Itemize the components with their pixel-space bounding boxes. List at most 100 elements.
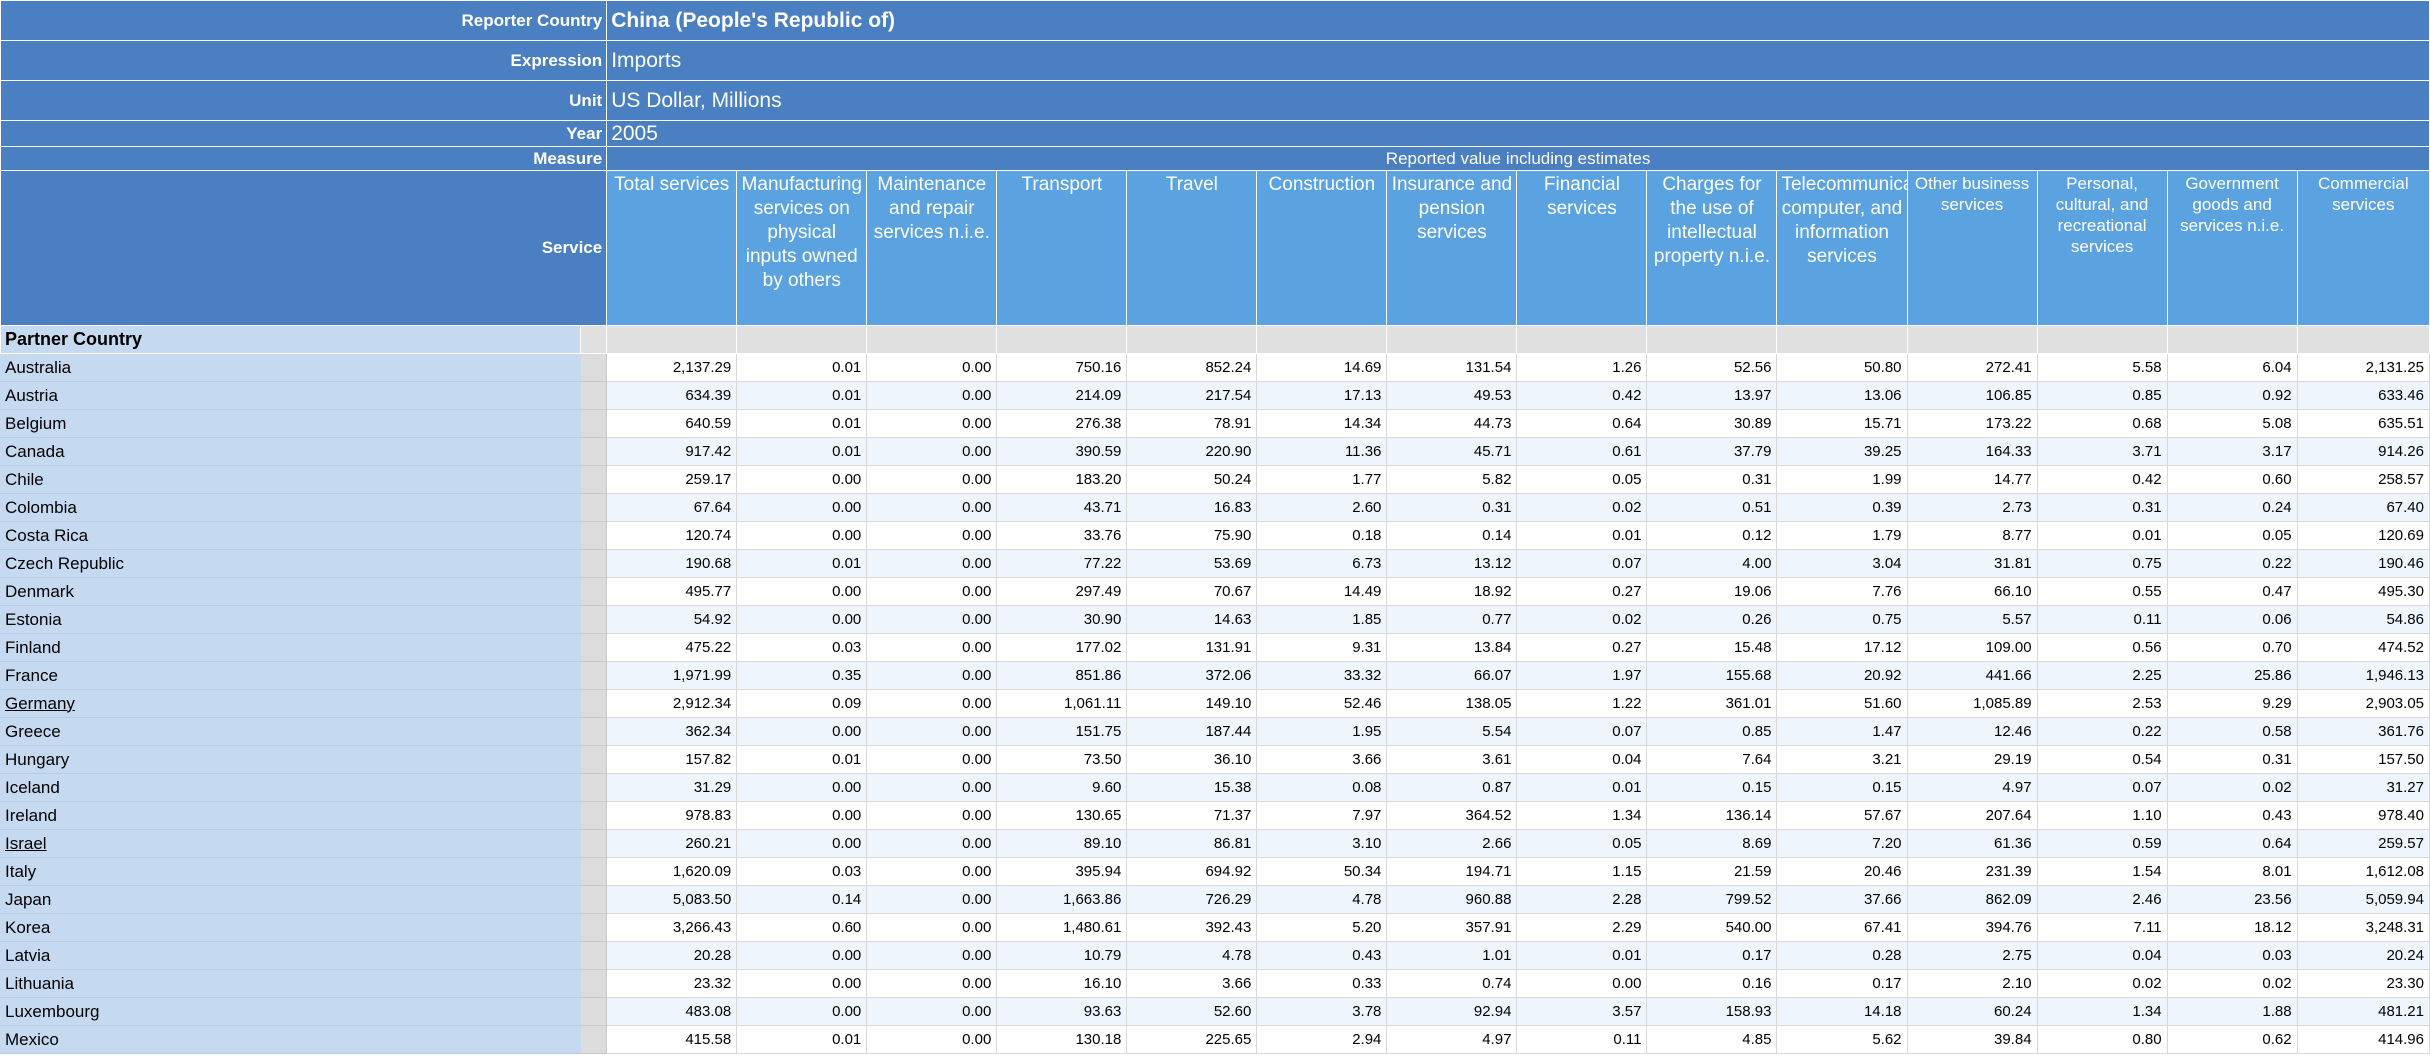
partner-country-name[interactable]: Denmark (0, 577, 582, 606)
column-header[interactable]: Commercial services (2296, 170, 2430, 326)
table-cell: 0.00 (866, 661, 998, 690)
table-cell: 394.76 (1906, 913, 2038, 942)
table-cell: 43.71 (996, 493, 1128, 522)
reporter-country-value[interactable]: China (People's Republic of) (606, 0, 2430, 41)
table-cell: 483.08 (606, 997, 738, 1026)
partner-country-name[interactable]: Greece (0, 717, 582, 746)
table-cell: 0.62 (2166, 1025, 2298, 1054)
table-cell: 0.00 (866, 437, 998, 466)
table-cell: 3.17 (2166, 437, 2298, 466)
table-cell: 0.43 (1256, 941, 1388, 970)
column-header[interactable]: Total services (606, 170, 738, 326)
table-cell: 2,137.29 (606, 353, 738, 382)
column-header[interactable]: Charges for the use of intellectual prop… (1646, 170, 1778, 326)
partner-country-name[interactable]: France (0, 661, 582, 690)
table-cell: 5.08 (2166, 409, 2298, 438)
column-header[interactable]: Construction (1256, 170, 1388, 326)
table-cell: 0.64 (2166, 829, 2298, 858)
measure-value[interactable]: Reported value including estimates (606, 146, 2430, 171)
partner-country-name[interactable]: Israel (0, 829, 582, 858)
partner-country-name[interactable]: Lithuania (0, 969, 582, 998)
table-cell: 1.34 (1516, 801, 1648, 830)
table-row: Lithuania 23.32 0.00 0.00 16.10 3.66 0.33 0.74 0… (0, 969, 2430, 998)
table-cell: 0.14 (1386, 521, 1518, 550)
column-header[interactable]: Manufacturing services on physical input… (736, 170, 868, 326)
table-row: Belgium 640.59 0.01 0.00 276.38 78.91 14.34 44.… (0, 409, 2430, 438)
row-gap-cell (580, 381, 608, 410)
table-cell: 0.05 (1516, 465, 1648, 494)
partner-country-name[interactable]: Czech Republic (0, 549, 582, 578)
table-cell: 0.58 (2166, 717, 2298, 746)
table-cell: 16.83 (1126, 493, 1258, 522)
partner-country-name[interactable]: Belgium (0, 409, 582, 438)
column-header[interactable]: Maintenance and repair services n.i.e. (866, 170, 998, 326)
partner-country-name[interactable]: Germany (0, 689, 582, 718)
table-cell: 851.86 (996, 661, 1128, 690)
column-header[interactable]: Financial services (1516, 170, 1648, 326)
table-cell: 0.02 (1516, 605, 1648, 634)
table-cell: 2.46 (2036, 885, 2168, 914)
column-header[interactable]: Personal, cultural, and recreational ser… (2036, 170, 2168, 326)
partner-header-cell (736, 325, 868, 354)
table-cell: 0.27 (1516, 577, 1648, 606)
column-header[interactable]: Government goods and services n.i.e. (2166, 170, 2298, 326)
year-value[interactable]: 2005 (606, 120, 2430, 147)
partner-country-name[interactable]: Ireland (0, 801, 582, 830)
table-cell: 634.39 (606, 381, 738, 410)
table-cell: 372.06 (1126, 661, 1258, 690)
partner-country-name[interactable]: Canada (0, 437, 582, 466)
partner-country-name[interactable]: Korea (0, 913, 582, 942)
table-cell: 11.36 (1256, 437, 1388, 466)
table-cell: 53.69 (1126, 549, 1258, 578)
partner-country-name[interactable]: Finland (0, 633, 582, 662)
table-cell: 5.57 (1906, 605, 2038, 634)
partner-country-name[interactable]: Mexico (0, 1025, 582, 1054)
partner-country-name[interactable]: Australia (0, 353, 582, 382)
table-cell: 93.63 (996, 997, 1128, 1026)
table-cell: 131.54 (1386, 353, 1518, 382)
table-row: Hungary 157.82 0.01 0.00 73.50 36.10 3.66 3.61 0… (0, 745, 2430, 774)
partner-country-name[interactable]: Austria (0, 381, 582, 410)
partner-header-cell (2296, 325, 2430, 354)
column-header[interactable]: Telecommunications, computer, and inform… (1776, 170, 1908, 326)
column-header[interactable]: Transport (996, 170, 1128, 326)
table-cell: 750.16 (996, 353, 1128, 382)
table-cell: 978.83 (606, 801, 738, 830)
partner-country-name[interactable]: Italy (0, 857, 582, 886)
table-row: Luxembourg 483.08 0.00 0.00 93.63 52.60 3.78 92… (0, 997, 2430, 1026)
partner-country-name[interactable]: Costa Rica (0, 521, 582, 550)
table-cell: 0.64 (1516, 409, 1648, 438)
table-row: Colombia 67.64 0.00 0.00 43.71 16.83 2.60 0.31 0… (0, 493, 2430, 522)
table-cell: 3.71 (2036, 437, 2168, 466)
table-cell: 7.64 (1646, 745, 1778, 774)
partner-country-name[interactable]: Chile (0, 465, 582, 494)
table-cell: 37.66 (1776, 885, 1908, 914)
partner-country-name[interactable]: Japan (0, 885, 582, 914)
table-cell: 495.30 (2296, 577, 2430, 606)
table-cell: 39.84 (1906, 1025, 2038, 1054)
partner-header-cell (1256, 325, 1388, 354)
table-cell: 1.95 (1256, 717, 1388, 746)
table-cell: 25.86 (2166, 661, 2298, 690)
unit-value[interactable]: US Dollar, Millions (606, 80, 2430, 121)
partner-country-name[interactable]: Colombia (0, 493, 582, 522)
table-cell: 0.31 (2036, 493, 2168, 522)
partner-country-name[interactable]: Hungary (0, 745, 582, 774)
column-header[interactable]: Insurance and pension services (1386, 170, 1518, 326)
expression-value[interactable]: Imports (606, 40, 2430, 81)
partner-country-name[interactable]: Iceland (0, 773, 582, 802)
table-cell: 0.03 (2166, 941, 2298, 970)
table-cell: 0.01 (736, 353, 868, 382)
table-cell: 54.86 (2296, 605, 2430, 634)
table-row: Mexico 415.58 0.01 0.00 130.18 225.65 2.94 4.97… (0, 1025, 2430, 1054)
partner-country-name[interactable]: Estonia (0, 605, 582, 634)
column-header[interactable]: Other business services (1906, 170, 2038, 326)
partner-country-name[interactable]: Luxembourg (0, 997, 582, 1026)
table-cell: 917.42 (606, 437, 738, 466)
table-cell: 14.18 (1776, 997, 1908, 1026)
table-cell: 0.02 (2166, 969, 2298, 998)
partner-header-cell (1646, 325, 1778, 354)
partner-country-name[interactable]: Latvia (0, 941, 582, 970)
column-header[interactable]: Travel (1126, 170, 1258, 326)
table-cell: 33.32 (1256, 661, 1388, 690)
